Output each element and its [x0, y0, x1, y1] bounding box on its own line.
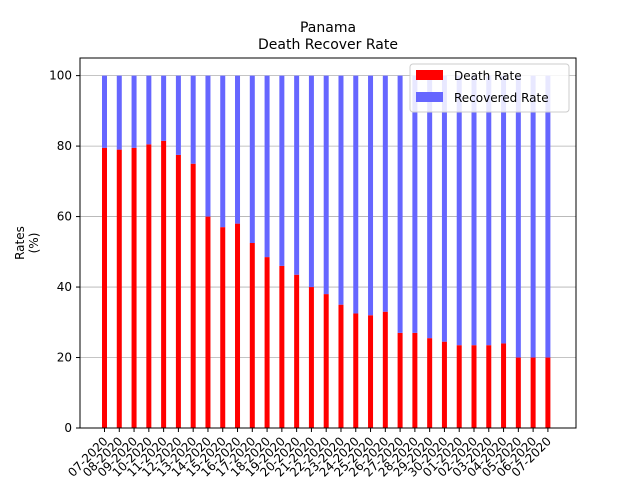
recovered-rate-bar: [382, 75, 388, 312]
chart-title: Panama: [300, 20, 356, 36]
y-tick-label: 0: [64, 421, 72, 435]
death-rate-bar: [323, 294, 329, 428]
y-tick-label: 20: [57, 351, 72, 365]
recovered-rate-bar: [471, 75, 477, 346]
y-tick-label: 60: [57, 210, 72, 224]
plot-frame: [79, 57, 577, 429]
recovered-rate-bar: [456, 75, 462, 346]
death-rate-bar: [161, 140, 167, 429]
y-axis: 0 20 40 60 80 100: [49, 69, 80, 435]
recovered-rate-bar: [264, 75, 270, 258]
recovered-rate-bar: [279, 75, 285, 266]
recovered-rate-bar: [427, 75, 433, 339]
death-rate-bar: [146, 144, 152, 429]
death-rate-bar: [530, 357, 536, 428]
legend-swatch: [416, 92, 443, 102]
recovered-rate-bar: [249, 75, 255, 243]
death-rate-bar: [235, 223, 241, 428]
death-rate-bar: [116, 149, 122, 428]
recovered-rate-bar: [368, 75, 374, 316]
recovered-rate-bar: [501, 75, 507, 344]
recovered-rate-bar: [441, 75, 447, 342]
death-rate-bar: [368, 315, 374, 428]
recovered-rate-bar: [530, 75, 536, 358]
death-rate-bar: [427, 338, 433, 428]
death-rate-bar: [205, 216, 211, 428]
death-rate-bar: [264, 257, 270, 428]
recovered-rate-bar: [545, 75, 551, 358]
death-rate-bar: [515, 357, 521, 428]
death-rate-bar: [471, 345, 477, 428]
death-rate-bar: [131, 147, 137, 428]
recovered-rate-bar: [116, 75, 122, 150]
recovered-rate-bar: [235, 75, 241, 224]
legend-box: [409, 63, 570, 113]
death-rate-bar: [412, 332, 418, 428]
death-rate-bar: [441, 341, 447, 428]
recovered-rate-bar: [294, 75, 300, 275]
death-rate-bar: [220, 227, 226, 428]
y-axis-label: Rates(%): [13, 226, 41, 260]
death-rate-bar: [175, 154, 181, 428]
recovered-rate-bar: [175, 75, 181, 155]
legend-label: Recovered Rate: [454, 91, 549, 105]
recovered-rate-bar: [515, 75, 521, 358]
recovered-rate-bar: [338, 75, 344, 305]
recovered-rate-bar: [486, 75, 492, 346]
recovered-rate-bar: [205, 75, 211, 217]
recovered-rate-bar: [397, 75, 403, 333]
death-rate-bar: [190, 163, 196, 428]
death-rate-bar: [397, 332, 403, 428]
recovered-rate-bar: [323, 75, 329, 295]
death-rate-bar: [294, 274, 300, 428]
y-tick-label: 80: [57, 139, 72, 153]
x-axis: 07-202008-202009-202010-202011-202012-20…: [65, 428, 554, 480]
death-rate-bar: [545, 357, 551, 428]
death-rate-bar: [308, 287, 314, 428]
death-rate-bar: [249, 243, 255, 428]
y-axis-label-text: Rates(%): [13, 226, 41, 260]
recovered-rate-bar: [353, 75, 359, 314]
death-rate-bar: [102, 147, 107, 428]
recovered-rate-bar: [146, 75, 152, 145]
legend-swatch: [416, 70, 443, 80]
legend: Death Rate Recovered Rate: [409, 63, 570, 113]
death-rate-bar: [279, 265, 285, 428]
death-rate-bar: [338, 304, 344, 428]
recovered-rate-bar: [161, 75, 167, 141]
death-rate-bar: [382, 311, 388, 428]
recovered-rate-bar: [412, 75, 418, 333]
recovered-rate-bar: [131, 75, 137, 148]
chart-subtitle: Death Recover Rate: [258, 37, 398, 53]
death-rate-bar: [501, 343, 507, 428]
y-tick-label: 100: [49, 69, 72, 83]
y-tick-label: 40: [57, 280, 72, 294]
bars: [102, 75, 551, 429]
recovered-rate-bar: [308, 75, 314, 288]
recovered-rate-bar: [102, 75, 107, 148]
legend-label: Death Rate: [454, 69, 522, 83]
recovered-rate-bar: [190, 75, 196, 164]
death-rate-bar: [456, 345, 462, 428]
recovered-rate-bar: [220, 75, 226, 228]
death-rate-bar: [353, 313, 359, 428]
death-rate-bar: [486, 345, 492, 428]
